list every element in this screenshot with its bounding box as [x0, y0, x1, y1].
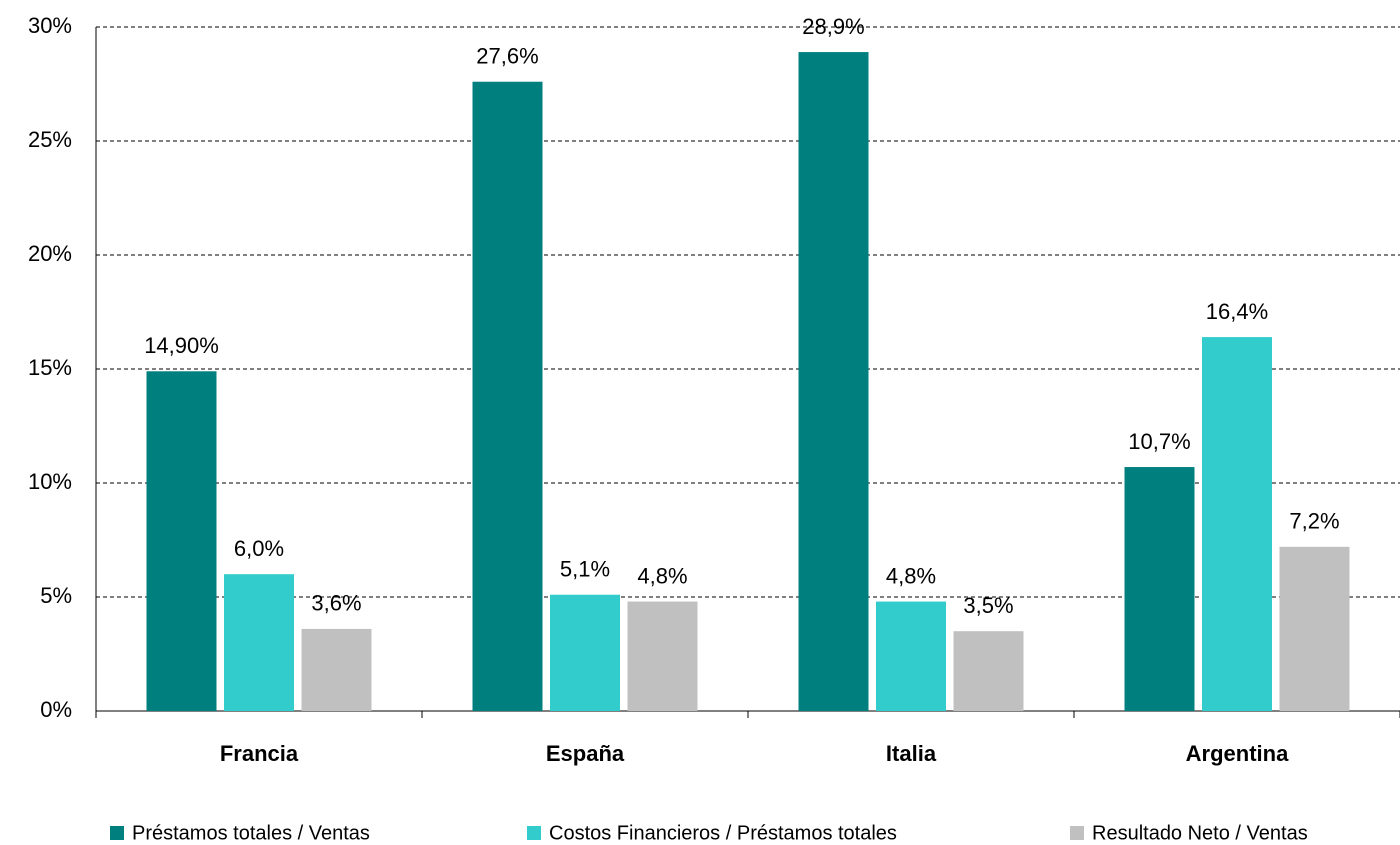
data-label: 28,9% [802, 14, 864, 39]
x-tick-label: Francia [220, 741, 299, 766]
bar [224, 574, 294, 711]
legend-swatch [110, 826, 124, 840]
data-label: 4,8% [637, 563, 687, 588]
data-label: 3,5% [963, 593, 1013, 618]
bar [798, 52, 869, 711]
legend-label: Préstamos totales / Ventas [132, 822, 370, 844]
bar [1279, 546, 1350, 711]
legend-label: Costos Financieros / Préstamos totales [549, 822, 897, 844]
legend-swatch [1070, 826, 1084, 840]
bar [472, 81, 543, 712]
data-label: 14,90% [144, 333, 219, 358]
bar [627, 601, 698, 711]
y-tick-label: 15% [28, 355, 72, 380]
y-tick-label: 25% [28, 127, 72, 152]
data-label: 27,6% [476, 44, 538, 69]
x-tick-label: Argentina [1186, 741, 1289, 766]
y-tick-label: 0% [40, 697, 72, 722]
data-label: 5,1% [560, 557, 610, 582]
y-tick-label: 10% [28, 469, 72, 494]
x-tick-label: España [546, 741, 625, 766]
data-label: 4,8% [886, 563, 936, 588]
bar [876, 601, 946, 711]
bar [146, 371, 217, 711]
data-label: 6,0% [234, 536, 284, 561]
y-tick-label: 5% [40, 583, 72, 608]
legend-swatch [527, 826, 541, 840]
y-tick-label: 20% [28, 241, 72, 266]
data-label: 16,4% [1206, 299, 1268, 324]
x-tick-label: Italia [886, 741, 937, 766]
bar [301, 628, 372, 711]
data-label: 7,2% [1289, 509, 1339, 534]
bar [1124, 467, 1195, 711]
legend-label: Resultado Neto / Ventas [1092, 822, 1308, 844]
bar [1202, 337, 1272, 711]
bar [953, 631, 1024, 711]
bar [550, 594, 620, 711]
data-label: 10,7% [1128, 429, 1190, 454]
data-label: 3,6% [311, 591, 361, 616]
y-tick-label: 30% [28, 13, 72, 38]
